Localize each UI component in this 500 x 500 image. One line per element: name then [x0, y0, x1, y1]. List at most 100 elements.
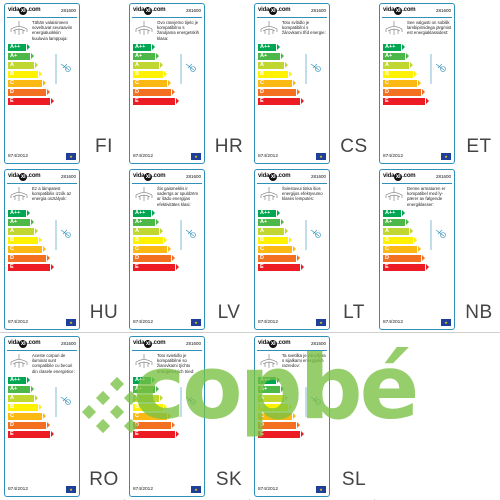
chandelier-icon — [135, 354, 153, 368]
energy-class-bar: A++ — [133, 44, 155, 51]
header-divider — [132, 350, 202, 351]
energy-class-bar: A+ — [383, 53, 409, 60]
product-code: 281600 — [310, 174, 326, 179]
energy-class-bar: A — [8, 62, 38, 69]
language-code: CS — [340, 136, 368, 157]
energy-class-bar: E — [383, 264, 429, 271]
brand-logo: vida xl .com — [133, 173, 166, 181]
bulb-icon — [180, 387, 196, 417]
energy-class-bar: C — [258, 80, 296, 87]
energy-class-bar: A+ — [8, 53, 34, 60]
header-divider — [7, 183, 77, 184]
energy-class-bar: A — [133, 395, 163, 402]
product-code: 281600 — [435, 8, 451, 13]
regulation-number: 874/2012 — [258, 487, 279, 492]
bulb-icon — [55, 54, 71, 84]
energy-class-bar: D — [133, 89, 175, 96]
energy-class-bar: A+ — [133, 219, 159, 226]
energy-class-bar: A — [383, 228, 413, 235]
energy-class-bar: E — [258, 431, 304, 438]
grid-divider — [0, 332, 500, 333]
regulation-number: 874/2012 — [8, 487, 29, 492]
energy-class-bar: C — [133, 413, 171, 420]
energy-class-bar: C — [383, 246, 421, 253]
bulb-icon — [55, 387, 71, 417]
eu-flag-icon: ★ — [316, 153, 326, 160]
energy-class-bar: A+ — [258, 219, 284, 226]
language-code: SL — [341, 469, 367, 490]
energy-label-cell: vida xl .com 281600 Toto svítidlo je kompa… — [250, 0, 375, 166]
brand-logo: vida xl .com — [133, 7, 166, 15]
header-divider — [7, 17, 77, 18]
compatibility-description: Toto svítidlo je kompatibilní s žárovkam… — [282, 20, 326, 36]
energy-class-bar: D — [8, 89, 50, 96]
energy-label-card: vida xl .com 281600 Šviestuvui tinka šios … — [254, 169, 330, 330]
product-code: 281600 — [60, 8, 76, 13]
eu-flag-icon: ★ — [66, 319, 76, 326]
language-code: NB — [465, 302, 493, 323]
energy-class-bar: D — [133, 255, 175, 262]
brand-logo: vida xl .com — [383, 173, 416, 181]
header-divider — [257, 17, 327, 18]
energy-class-bar: C — [383, 80, 421, 87]
energy-class-bar: E — [133, 98, 179, 105]
regulation-number: 874/2012 — [258, 320, 279, 325]
brand-logo: vida xl .com — [133, 340, 166, 348]
energy-class-bar: D — [8, 255, 50, 262]
regulation-number: 874/2012 — [8, 154, 29, 159]
regulation-number: 874/2012 — [133, 320, 154, 325]
energy-class-bar: A++ — [8, 210, 30, 217]
eu-flag-icon: ★ — [316, 319, 326, 326]
energy-label-card: vida xl .com 281600 Aceste corpuri de ilum… — [4, 336, 80, 497]
energy-class-bar: E — [258, 264, 304, 271]
brand-logo: vida xl .com — [258, 173, 291, 181]
bulb-icon — [180, 54, 196, 84]
energy-label-cell: vida xl .com 281600 Toto svietidlo je komp… — [125, 333, 250, 499]
energy-label-card: vida xl .com 281600 Ta svetilka je združlj… — [254, 336, 330, 497]
energy-class-scale: A++ A+ A B C D E — [8, 210, 54, 273]
header-divider — [257, 183, 327, 184]
energy-class-bar: A — [258, 395, 288, 402]
chandelier-icon — [10, 21, 28, 35]
chandelier-icon — [385, 187, 403, 201]
compatibility-description: Šviestuvui tinka šios energijos efektyvu… — [282, 186, 323, 202]
energy-class-bar: C — [258, 246, 296, 253]
energy-class-scale: A++ A+ A B C D E — [258, 44, 304, 107]
chandelier-icon — [10, 187, 28, 201]
energy-class-scale: A++ A+ A B C D E — [383, 44, 429, 107]
brand-logo: vida xl .com — [258, 340, 291, 348]
energy-class-bar: A++ — [258, 210, 280, 217]
energy-class-bar: A+ — [383, 219, 409, 226]
energy-class-bar: E — [8, 98, 54, 105]
energy-class-bar: A — [258, 228, 288, 235]
energy-class-scale: A++ A+ A B C D E — [133, 210, 179, 273]
regulation-number: 874/2012 — [383, 154, 404, 159]
energy-class-bar: A — [8, 228, 38, 235]
energy-label-cell: vida xl .com 281600 Šis gaismeklis ir sade… — [125, 166, 250, 332]
compatibility-description: See valgusti on sobilik lambipirnidega j… — [407, 20, 452, 36]
energy-label-card: vida xl .com 281600 Denne armaturen er kom… — [379, 169, 455, 330]
energy-class-bar: D — [383, 255, 425, 262]
energy-class-bar: B — [258, 237, 292, 244]
regulation-number: 874/2012 — [258, 154, 279, 159]
energy-class-bar: E — [8, 431, 54, 438]
energy-class-scale: A++ A+ A B C D E — [133, 377, 179, 440]
chandelier-icon — [260, 354, 278, 368]
energy-label-card: vida xl .com 281600 Toto svietidlo je komp… — [129, 336, 205, 497]
energy-class-scale: A++ A+ A B C D E — [133, 44, 179, 107]
language-code: FI — [95, 136, 113, 157]
energy-class-bar: E — [8, 264, 54, 271]
energy-class-bar: C — [258, 413, 296, 420]
eu-flag-icon: ★ — [441, 319, 451, 326]
energy-label-card: vida xl .com 281600 Ovo rasvjetno tijelo j… — [129, 3, 205, 164]
chandelier-icon — [10, 354, 28, 368]
eu-flag-icon: ★ — [316, 486, 326, 493]
energy-class-bar: B — [133, 237, 167, 244]
energy-class-bar: B — [8, 71, 42, 78]
header-divider — [257, 350, 327, 351]
chandelier-icon — [260, 187, 278, 201]
energy-class-bar: A — [383, 62, 413, 69]
energy-label-card: vida xl .com 281600 Ez a lámpatest kompati… — [4, 169, 80, 330]
product-code: 281600 — [185, 8, 201, 13]
